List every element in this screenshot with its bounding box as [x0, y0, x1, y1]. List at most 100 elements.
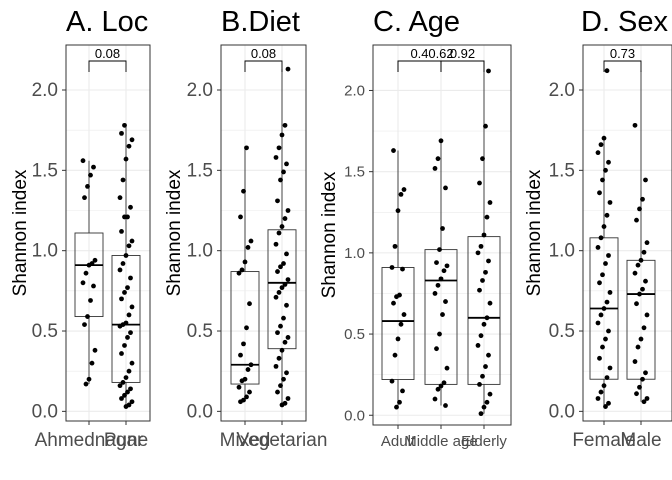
data-point	[281, 261, 286, 266]
data-point	[278, 264, 283, 270]
data-point	[83, 270, 89, 276]
data-point	[475, 250, 481, 256]
data-point	[607, 200, 613, 205]
x-tick-label: Mixed	[220, 430, 271, 451]
data-point	[432, 166, 438, 171]
data-point	[276, 355, 282, 361]
data-point	[91, 283, 96, 289]
data-point	[603, 404, 608, 409]
data-point	[638, 336, 644, 342]
data-point	[486, 258, 491, 264]
data-point	[607, 365, 613, 371]
data-point	[279, 285, 285, 291]
data-point	[129, 238, 135, 244]
data-point	[126, 368, 132, 374]
data-point	[125, 285, 130, 291]
data-point	[282, 216, 288, 221]
data-point	[244, 145, 249, 151]
y-tick-label: 0.5	[344, 326, 365, 343]
data-point	[282, 122, 288, 128]
data-point	[128, 330, 133, 336]
data-point	[443, 299, 448, 304]
p-value-label: 0.73	[610, 46, 635, 61]
data-point	[444, 263, 450, 269]
y-tick-label: 1.0	[344, 245, 365, 262]
data-point	[440, 226, 445, 231]
p-value-label: 0.4	[410, 46, 428, 61]
data-point	[598, 235, 604, 241]
data-point	[238, 214, 243, 220]
data-point	[119, 396, 124, 401]
data-point	[123, 156, 129, 162]
data-point	[120, 261, 126, 266]
y-tick-label: 1.5	[32, 160, 58, 181]
data-point	[637, 291, 642, 297]
data-point	[632, 359, 638, 364]
data-point	[275, 198, 280, 204]
data-point	[245, 367, 251, 372]
data-point	[117, 383, 123, 389]
data-point	[398, 192, 404, 197]
data-point	[276, 230, 282, 236]
data-point	[480, 373, 485, 379]
data-point	[635, 344, 641, 350]
y-tick-label: 2.0	[549, 80, 575, 101]
data-point	[275, 269, 280, 274]
data-point	[443, 185, 448, 191]
data-point	[284, 302, 289, 308]
data-point	[282, 339, 288, 345]
data-point	[641, 249, 647, 255]
data-point	[397, 399, 402, 405]
y-tick-label: 0.0	[32, 401, 58, 422]
data-point	[284, 161, 289, 167]
comparison-bracket	[603, 60, 642, 72]
data-point	[245, 245, 251, 250]
comparison-bracket	[88, 60, 127, 72]
x-tick-label: Pune	[104, 430, 148, 451]
data-point	[595, 396, 601, 401]
y-axis-label: Shannon index	[524, 169, 545, 296]
y-tick-label: 2.0	[187, 80, 213, 101]
data-point	[389, 265, 395, 270]
p-value-label: 0.08	[95, 46, 120, 61]
data-point	[123, 253, 129, 258]
data-point	[83, 381, 89, 387]
data-point	[400, 388, 405, 394]
data-point	[432, 291, 438, 296]
data-point	[438, 138, 444, 144]
data-point	[91, 164, 96, 170]
data-point	[275, 389, 280, 395]
y-axis-label: Shannon index	[319, 171, 340, 298]
p-value-label: 0.62	[428, 46, 453, 61]
data-point	[273, 241, 279, 247]
data-point	[604, 375, 610, 381]
p-value-label: 0.08	[251, 46, 276, 61]
data-point	[391, 300, 396, 306]
data-point	[276, 145, 282, 151]
data-point	[126, 243, 132, 249]
data-point	[395, 336, 401, 342]
data-point	[435, 282, 441, 288]
data-point	[477, 382, 482, 387]
data-point	[600, 177, 605, 183]
data-point	[278, 323, 283, 329]
x-tick-label: Ahmednagar	[35, 430, 144, 451]
y-tick-label: 0.5	[187, 321, 213, 342]
y-tick-label: 1.0	[549, 241, 575, 262]
y-axis-label: Shannon index	[164, 169, 185, 296]
y-tick-label: 2.0	[32, 80, 58, 101]
data-point	[244, 325, 249, 331]
data-point	[603, 336, 608, 342]
data-point	[273, 294, 279, 300]
data-point	[123, 404, 129, 409]
data-point	[282, 282, 288, 287]
data-point	[484, 315, 490, 321]
data-point	[481, 232, 487, 238]
data-point	[285, 335, 291, 340]
data-point	[276, 290, 282, 295]
data-point	[273, 155, 279, 160]
y-tick-label: 2.0	[344, 82, 365, 99]
data-point	[640, 196, 645, 202]
